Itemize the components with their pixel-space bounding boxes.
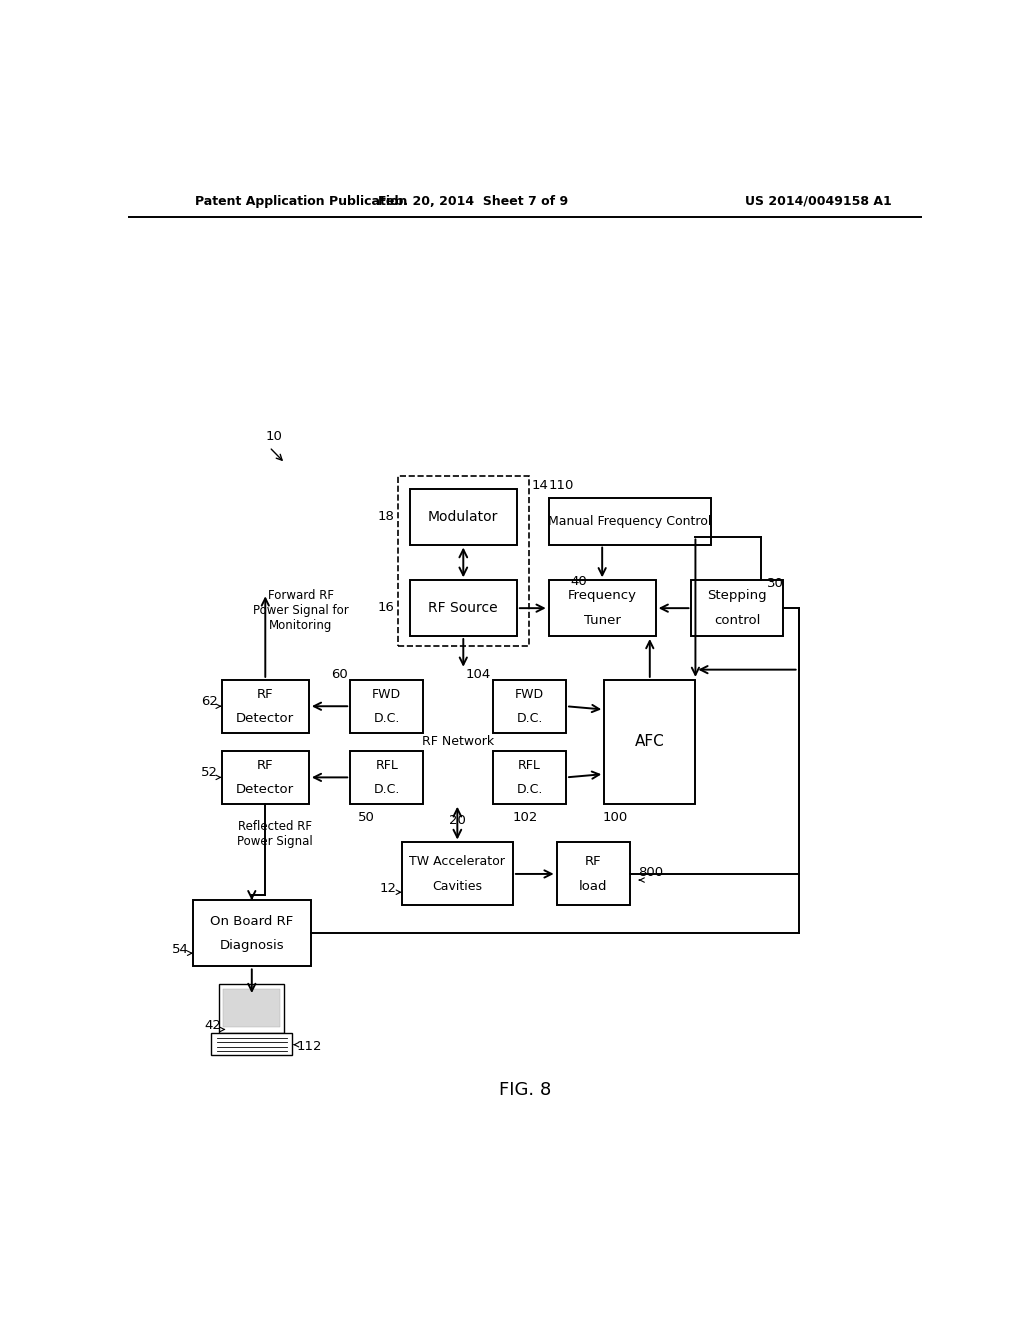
Bar xyxy=(691,581,782,636)
Bar xyxy=(549,581,655,636)
Text: RF: RF xyxy=(257,759,273,772)
Bar xyxy=(223,989,281,1027)
Text: 30: 30 xyxy=(767,577,783,590)
Text: D.C.: D.C. xyxy=(516,711,543,725)
Text: 52: 52 xyxy=(201,766,218,779)
Text: 100: 100 xyxy=(602,810,628,824)
Text: D.C.: D.C. xyxy=(374,783,400,796)
Bar xyxy=(221,751,309,804)
Text: Manual Frequency Control: Manual Frequency Control xyxy=(548,515,712,528)
Bar xyxy=(397,475,528,647)
Bar xyxy=(194,900,310,966)
Bar xyxy=(221,680,309,733)
Text: On Board RF: On Board RF xyxy=(210,915,294,928)
Text: RFL: RFL xyxy=(375,759,398,772)
Text: 10: 10 xyxy=(265,430,283,444)
Text: Tuner: Tuner xyxy=(584,614,621,627)
Text: FIG. 8: FIG. 8 xyxy=(499,1081,551,1100)
Text: Detector: Detector xyxy=(237,783,294,796)
Bar xyxy=(494,680,566,733)
Text: 40: 40 xyxy=(570,576,588,589)
Text: D.C.: D.C. xyxy=(374,711,400,725)
Text: TW Accelerator: TW Accelerator xyxy=(410,855,505,869)
Bar xyxy=(549,498,712,545)
Bar xyxy=(401,842,513,906)
Text: control: control xyxy=(714,614,760,627)
Text: 42: 42 xyxy=(204,1019,221,1032)
Bar xyxy=(410,488,517,545)
Text: 50: 50 xyxy=(357,810,375,824)
Bar xyxy=(494,751,566,804)
Bar xyxy=(604,680,695,804)
Text: RFL: RFL xyxy=(518,759,541,772)
Bar xyxy=(350,751,423,804)
Text: 18: 18 xyxy=(378,510,394,523)
Text: Frequency: Frequency xyxy=(567,590,637,602)
Text: 62: 62 xyxy=(201,694,218,708)
Text: 16: 16 xyxy=(378,601,394,614)
Text: US 2014/0049158 A1: US 2014/0049158 A1 xyxy=(745,194,892,207)
Text: Forward RF
Power Signal for
Monitoring: Forward RF Power Signal for Monitoring xyxy=(253,589,349,632)
Text: FWD: FWD xyxy=(372,688,401,701)
Bar xyxy=(350,680,423,733)
Text: RF Network: RF Network xyxy=(422,735,495,748)
Text: Modulator: Modulator xyxy=(428,510,499,524)
Text: load: load xyxy=(579,879,607,892)
Bar xyxy=(557,842,630,906)
Text: 54: 54 xyxy=(171,942,188,956)
Text: 102: 102 xyxy=(512,810,538,824)
Text: 12: 12 xyxy=(379,882,396,895)
Text: 104: 104 xyxy=(466,668,490,681)
Text: 112: 112 xyxy=(297,1040,323,1053)
Text: D.C.: D.C. xyxy=(516,783,543,796)
Text: Patent Application Publication: Patent Application Publication xyxy=(196,194,408,207)
Text: Reflected RF
Power Signal: Reflected RF Power Signal xyxy=(237,820,312,849)
Text: 800: 800 xyxy=(638,866,664,879)
Text: RF: RF xyxy=(257,688,273,701)
Text: 60: 60 xyxy=(331,668,348,681)
Text: Stepping: Stepping xyxy=(708,590,767,602)
Text: RF Source: RF Source xyxy=(428,601,498,615)
Text: Feb. 20, 2014  Sheet 7 of 9: Feb. 20, 2014 Sheet 7 of 9 xyxy=(378,194,568,207)
Text: Detector: Detector xyxy=(237,711,294,725)
Bar xyxy=(211,1032,292,1055)
Bar xyxy=(410,581,517,636)
Text: AFC: AFC xyxy=(635,734,665,750)
Text: RF: RF xyxy=(585,855,601,869)
Text: 110: 110 xyxy=(549,479,574,492)
Text: Cavities: Cavities xyxy=(432,879,482,892)
Text: FWD: FWD xyxy=(515,688,544,701)
Text: Diagnosis: Diagnosis xyxy=(219,939,284,952)
Text: 20: 20 xyxy=(449,814,466,826)
Bar xyxy=(219,983,285,1032)
Text: 14: 14 xyxy=(531,479,548,491)
